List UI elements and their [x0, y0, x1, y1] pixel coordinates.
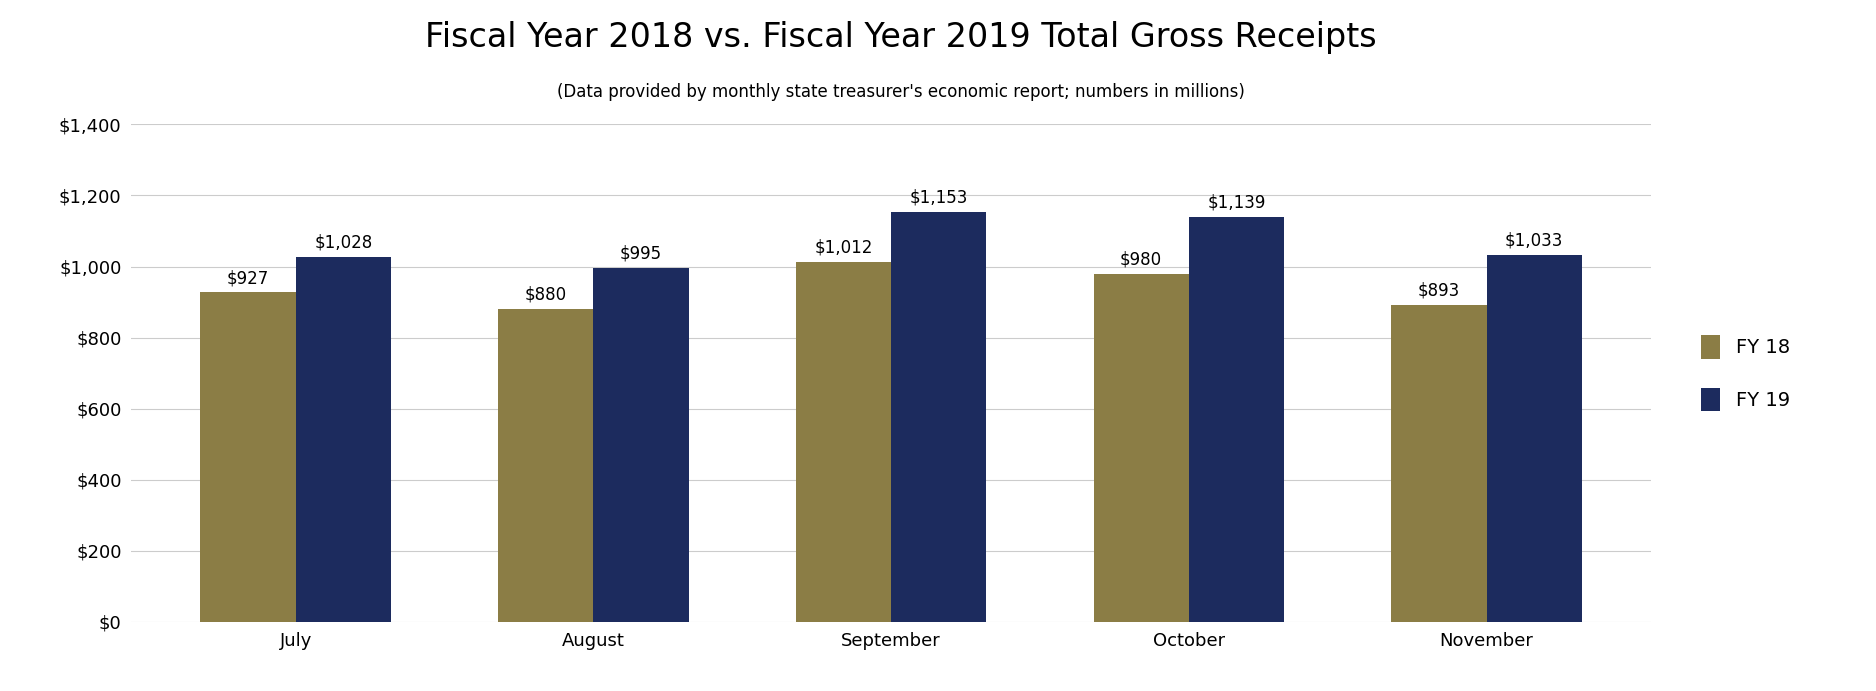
Bar: [201, 292, 296, 622]
Text: (Data provided by monthly state treasurer's economic report; numbers in millions: (Data provided by monthly state treasure…: [557, 83, 1244, 101]
Text: $1,033: $1,033: [1505, 231, 1563, 249]
Text: $980: $980: [1120, 250, 1163, 268]
Bar: [1392, 305, 1486, 622]
Bar: [499, 309, 593, 622]
Text: $1,153: $1,153: [910, 189, 968, 207]
Text: $1,028: $1,028: [313, 234, 373, 252]
Bar: [1189, 217, 1283, 622]
Bar: [891, 212, 987, 622]
Bar: [795, 263, 891, 622]
Bar: [593, 268, 688, 622]
Text: $1,139: $1,139: [1208, 193, 1266, 212]
Text: $880: $880: [525, 286, 567, 304]
Text: $1,012: $1,012: [814, 239, 872, 257]
Bar: [296, 256, 390, 622]
Text: $927: $927: [227, 269, 268, 287]
Text: $893: $893: [1418, 281, 1460, 299]
Legend: FY 18, FY 19: FY 18, FY 19: [1690, 325, 1799, 422]
Bar: [1486, 255, 1581, 622]
Text: $995: $995: [619, 245, 662, 263]
Text: Fiscal Year 2018 vs. Fiscal Year 2019 Total Gross Receipts: Fiscal Year 2018 vs. Fiscal Year 2019 To…: [424, 21, 1377, 54]
Bar: [1094, 274, 1189, 622]
